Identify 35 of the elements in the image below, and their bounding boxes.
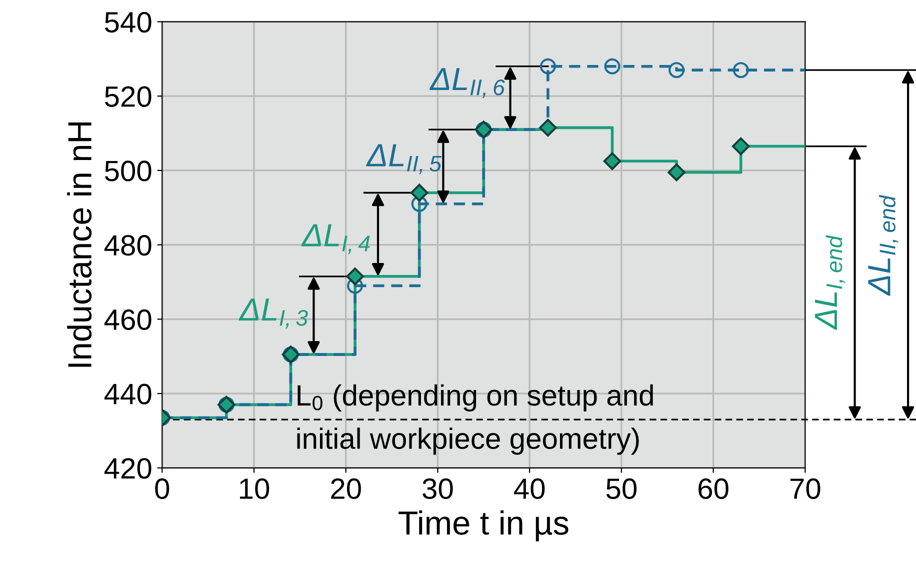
point (346, 268, 364, 286)
y-tick-label: 460 (104, 309, 152, 330)
point (668, 163, 686, 182)
x-tick-label: 70 (790, 478, 820, 500)
y-tick-label: 520 (104, 86, 152, 107)
x-axis-title: Time t in µs (398, 510, 568, 542)
point (411, 196, 428, 212)
y-axis-title: Inductance in nH (67, 122, 92, 367)
y-tick-label: 440 (104, 384, 152, 404)
point (732, 62, 749, 78)
y-tick-label: 420 (104, 458, 152, 479)
point (540, 58, 556, 74)
x-tick-label: 0 (155, 478, 170, 500)
y-tick-label: 480 (104, 235, 152, 256)
point (668, 62, 685, 78)
x-tick-label: 20 (331, 478, 361, 500)
annotation: ΔL$_{I,end}$ (814, 235, 845, 330)
x-tick-label: 50 (606, 478, 637, 500)
annotation: ΔL$_{I,3}$ (238, 298, 308, 328)
y-tick-label: 500 (104, 160, 152, 182)
point (410, 184, 428, 202)
point (604, 58, 620, 74)
ref-line-label: L$_{0}$ (depending on setup and initial workpiece geometry) (297, 384, 653, 455)
point (603, 152, 622, 170)
x-tick-label: 40 (514, 478, 545, 500)
annotation: ΔL$_{I,4}$ (301, 224, 370, 254)
x-tick-label: 60 (698, 478, 728, 500)
annotation: ΔL$_{II,6}$ (429, 68, 505, 98)
text: ΔL$_{II,end}$ (868, 194, 898, 296)
annotation: ΔL$_{II,5}$ (366, 144, 442, 174)
x-tick-label: 30 (422, 478, 453, 500)
point (539, 118, 557, 137)
point (732, 137, 750, 156)
y-tick-label: 540 (104, 12, 152, 33)
x-tick-label: 10 (240, 478, 270, 500)
